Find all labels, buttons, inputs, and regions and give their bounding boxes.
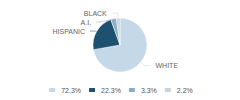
svg-text:3.3%: 3.3% xyxy=(141,87,157,94)
svg-text:72.3%: 72.3% xyxy=(61,87,81,94)
svg-text:A.I.: A.I. xyxy=(81,19,92,26)
svg-text:BLACK: BLACK xyxy=(84,10,107,17)
svg-text:HISPANIC: HISPANIC xyxy=(52,28,85,35)
svg-text:2.2%: 2.2% xyxy=(177,87,193,94)
svg-text:22.3%: 22.3% xyxy=(101,87,121,94)
svg-text:WHITE: WHITE xyxy=(156,62,179,69)
